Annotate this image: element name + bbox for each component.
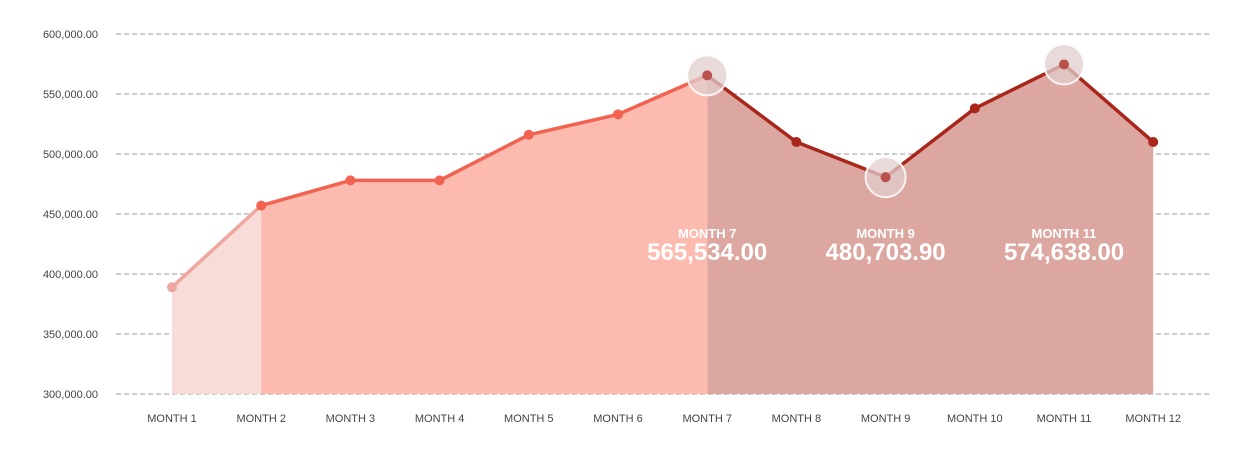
data-point: [702, 70, 713, 81]
point-layer: [167, 43, 1159, 293]
y-tick-label: 600,000.00: [43, 29, 98, 41]
x-tick-label: MONTH 3: [326, 413, 376, 425]
data-point: [791, 137, 802, 147]
data-point: [613, 109, 623, 120]
x-tick-label: MONTH 12: [1125, 413, 1181, 425]
data-point: [434, 175, 445, 186]
x-tick-label: MONTH 1: [147, 413, 197, 425]
x-tick-label: MONTH 5: [504, 413, 554, 425]
data-point: [256, 200, 267, 211]
data-point: [1148, 137, 1159, 147]
highlight-value-label: 565,534.00: [647, 239, 767, 266]
highlight-month-label: MONTH 11: [1031, 226, 1096, 241]
x-tick-label: MONTH 8: [772, 413, 822, 425]
highlight-month-label: MONTH 9: [856, 226, 915, 241]
highlight-value-label: 574,638.00: [1004, 239, 1124, 266]
data-point: [523, 129, 534, 140]
x-tick-label: MONTH 4: [415, 413, 465, 425]
x-tick-label: MONTH 7: [682, 413, 732, 425]
highlight-month-label: MONTH 7: [678, 226, 737, 241]
y-tick-label: 500,000.00: [43, 149, 98, 161]
series-line: [170, 203, 263, 289]
x-tick-label: MONTH 6: [593, 413, 643, 425]
axis-layer: 300,000.00 350,000.00 400,000.00 450,000.00…: [43, 29, 1181, 425]
y-tick-label: 400,000.00: [43, 269, 98, 281]
area-fill: [172, 205, 262, 394]
area-layer: [172, 64, 1154, 395]
data-point: [1059, 59, 1069, 70]
data-point: [167, 282, 177, 293]
y-tick-label: 350,000.00: [43, 329, 98, 341]
data-point: [345, 175, 356, 186]
x-tick-label: MONTH 10: [947, 413, 1003, 425]
y-tick-label: 550,000.00: [43, 89, 98, 101]
area-fill: [707, 64, 1154, 395]
y-tick-label: 300,000.00: [43, 389, 98, 401]
x-tick-label: MONTH 11: [1037, 413, 1092, 425]
highlight-value-label: 480,703.90: [826, 239, 946, 266]
data-point: [969, 103, 980, 114]
data-point: [880, 172, 891, 183]
x-tick-label: MONTH 2: [236, 413, 286, 425]
y-tick-label: 450,000.00: [43, 209, 98, 221]
series-line: [259, 73, 709, 208]
x-tick-label: MONTH 9: [861, 413, 911, 425]
area-fill: [261, 75, 708, 395]
